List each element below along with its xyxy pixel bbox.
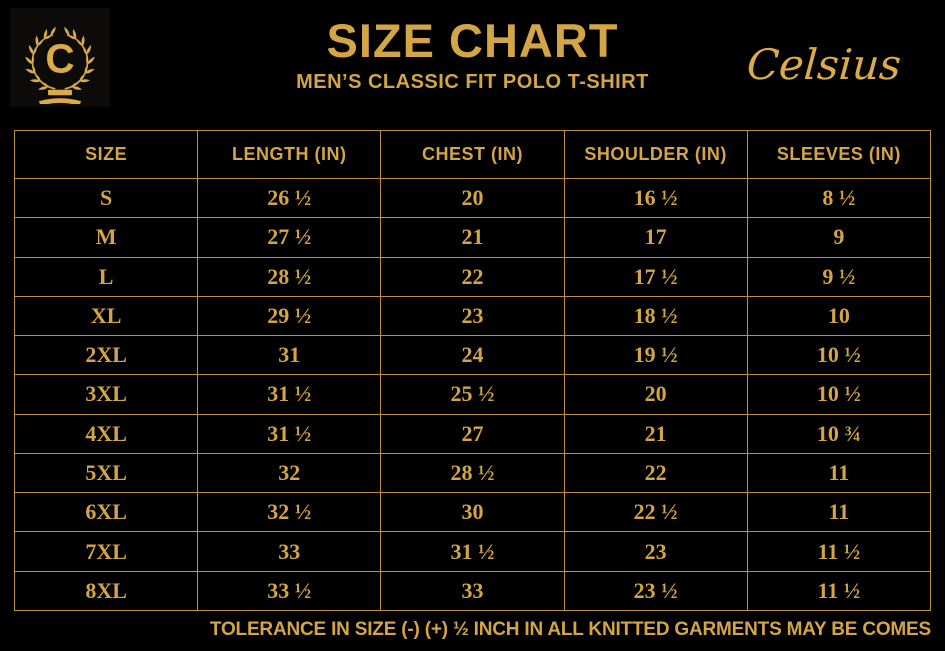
measurement-cell: 28 ½ [197, 256, 382, 297]
column-header: LENGTH (IN) [197, 130, 382, 179]
table-row: 3XL 31 ½ 25 ½ 20 10 ½ [13, 374, 932, 415]
table-head-row: SIZE LENGTH (IN) CHEST (IN) SHOULDER (IN) SL… [13, 130, 932, 179]
laurel-wreath-icon: C [23, 25, 97, 104]
measurement-cell: 22 [380, 256, 565, 297]
column-header: SIZE [13, 130, 199, 179]
measurement-cell: 20 [563, 374, 748, 415]
table-row: 5XL 32 28 ½ 22 11 [13, 452, 932, 494]
table-row: 6XL 32 ½ 30 22 ½ 11 [13, 492, 932, 533]
column-header: SHOULDER (IN) [563, 130, 748, 179]
table-row: 2XL 31 24 19 ½ 10 ½ [13, 335, 932, 376]
header: SIZE CHART MEN’S CLASSIC FIT POLO T-SHIR… [0, 0, 945, 94]
page-subtitle: MEN’S CLASSIC FIT POLO T-SHIRT [296, 71, 649, 94]
table-row: 7XL 33 31 ½ 23 11 ½ [13, 531, 932, 572]
table-row: M 27 ½ 21 17 9 [13, 217, 932, 258]
measurement-cell: 23 [380, 295, 565, 337]
measurement-cell: 23 [563, 531, 748, 572]
table-row: 4XL 31 ½ 27 21 10 ¾ [13, 413, 932, 454]
measurement-cell: 30 [380, 492, 565, 533]
brand-name: Celsius [745, 40, 903, 89]
measurement-cell: 11 ½ [746, 531, 932, 572]
measurement-cell: 33 ½ [197, 570, 382, 612]
measurement-cell: 10 [746, 295, 932, 337]
brand-logo: C [10, 8, 110, 107]
size-cell: M [13, 217, 199, 258]
logo-letter: C [45, 35, 74, 81]
measurement-cell: 23 ½ [563, 570, 748, 612]
measurement-cell: 31 ½ [380, 531, 565, 572]
measurement-cell: 10 ¾ [746, 413, 932, 454]
measurement-cell: 17 ½ [563, 256, 748, 297]
measurement-cell: 31 ½ [197, 413, 382, 454]
measurement-cell: 31 ½ [197, 374, 382, 415]
size-cell: 5XL [13, 452, 199, 494]
measurement-cell: 22 ½ [563, 492, 748, 533]
size-cell: 6XL [13, 492, 199, 533]
measurement-cell: 11 [746, 492, 932, 533]
measurement-cell: 27 ½ [197, 217, 382, 258]
measurement-cell: 20 [380, 177, 565, 219]
size-cell: 8XL [13, 570, 199, 612]
size-cell: XL [13, 295, 199, 337]
size-cell: 7XL [13, 531, 199, 572]
size-cell: 3XL [13, 374, 199, 415]
measurement-cell: 21 [380, 217, 565, 258]
measurement-cell: 8 ½ [746, 177, 932, 219]
measurement-cell: 17 [563, 217, 748, 258]
table-row: 8XL 33 ½ 33 23 ½ 11 ½ [13, 570, 932, 612]
size-cell: S [13, 177, 199, 219]
measurement-cell: 32 ½ [197, 492, 382, 533]
measurement-cell: 10 ½ [746, 374, 932, 415]
measurement-cell: 29 ½ [197, 295, 382, 337]
measurement-cell: 19 ½ [563, 335, 748, 376]
measurement-cell: 9 ½ [746, 256, 932, 297]
measurement-cell: 18 ½ [563, 295, 748, 337]
measurement-cell: 33 [197, 531, 382, 572]
measurement-cell: 11 [746, 452, 932, 494]
tolerance-note: TOLERANCE IN SIZE (-) (+) ½ INCH IN ALL … [209, 619, 931, 640]
table-row: XL 29 ½ 23 18 ½ 10 [13, 295, 932, 337]
page-title: SIZE CHART [326, 14, 619, 67]
size-cell: 2XL [13, 335, 199, 376]
measurement-cell: 25 ½ [380, 374, 565, 415]
column-header: SLEEVES (IN) [746, 130, 932, 179]
measurement-cell: 28 ½ [380, 452, 565, 494]
size-cell: L [13, 256, 199, 297]
measurement-cell: 22 [563, 452, 748, 494]
measurement-cell: 32 [197, 452, 382, 494]
size-cell: 4XL [13, 413, 199, 454]
measurement-cell: 27 [380, 413, 565, 454]
measurement-cell: 24 [380, 335, 565, 376]
measurement-cell: 31 [197, 335, 382, 376]
measurement-cell: 26 ½ [197, 177, 382, 219]
size-table: SIZE LENGTH (IN) CHEST (IN) SHOULDER (IN) SL… [13, 130, 932, 612]
measurement-cell: 21 [563, 413, 748, 454]
measurement-cell: 10 ½ [746, 335, 932, 376]
measurement-cell: 11 ½ [746, 570, 932, 612]
measurement-cell: 9 [746, 217, 932, 258]
measurement-cell: 16 ½ [563, 177, 748, 219]
column-header: CHEST (IN) [380, 130, 565, 179]
measurement-cell: 33 [380, 570, 565, 612]
